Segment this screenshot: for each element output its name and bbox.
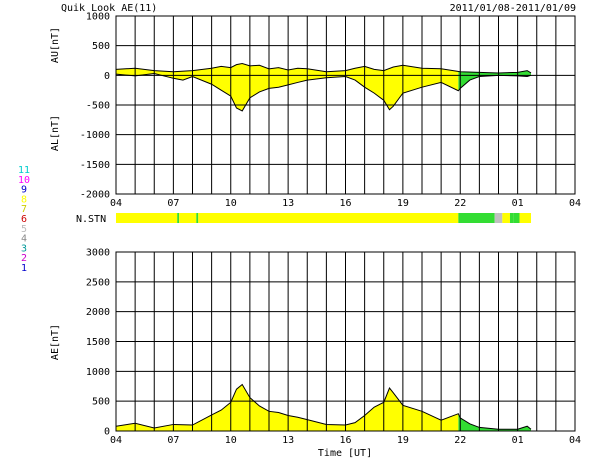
legend-entry-7: 7 <box>21 204 27 215</box>
au-al-x-tick-label: 01 <box>512 198 524 209</box>
date-range: 2011/01/08-2011/01/09 <box>450 3 576 14</box>
ae-y-tick-label: 3000 <box>86 248 110 259</box>
au-al-y-tick-label: 0 <box>104 71 110 82</box>
au-al-frame <box>115 15 576 195</box>
au-al-panel: AU[nT] AL[nT] 1000 500 0 -500 -1000 -1500 -200… <box>50 12 581 210</box>
ae-axis-label: AE[nT] <box>50 324 61 360</box>
au-al-x-ticks: 04 07 10 13 16 19 22 01 04 <box>110 198 581 209</box>
ae-y-tick-label: 1500 <box>86 337 110 348</box>
ae-x-tick-label: 04 <box>569 435 581 446</box>
ae-x-ticks: 04 07 10 13 16 19 22 01 04 <box>110 435 581 446</box>
legend-entry-3: 3 <box>21 243 27 254</box>
legend-entry-8: 8 <box>21 194 27 205</box>
station-strip-segment <box>519 213 532 223</box>
ae-y-tick-label: 0 <box>104 427 110 438</box>
au-al-x-tick-label: 16 <box>339 198 351 209</box>
ae-panel: AE[nT] 3000 2500 2000 1500 1000 500 0 04 07 10 13… <box>50 248 581 460</box>
legend-entry-9: 9 <box>21 185 27 196</box>
ae-y-tick-label: 500 <box>92 397 110 408</box>
ae-x-tick-label: 04 <box>110 435 122 446</box>
station-strip-segment <box>179 213 197 223</box>
station-strip-segment <box>458 213 495 223</box>
ae-area <box>115 383 532 431</box>
au-al-y-tick-label: -1500 <box>80 160 110 171</box>
legend-entry-1: 1 <box>21 263 27 274</box>
station-strip-segment <box>198 213 459 223</box>
legend-entry-2: 2 <box>21 253 27 264</box>
legend-entry-11: 11 <box>18 165 30 176</box>
station-strip-segment <box>494 213 503 223</box>
ae-x-tick-label: 19 <box>397 435 409 446</box>
ae-grid <box>115 251 576 432</box>
station-strip-segment <box>509 213 514 223</box>
au-al-y-tick-label: -500 <box>86 101 110 112</box>
au-al-x-tick-label: 04 <box>569 198 581 209</box>
au-al-x-tick-label: 13 <box>282 198 294 209</box>
ae-x-tick-label: 22 <box>454 435 466 446</box>
ae-y-ticks: 3000 2500 2000 1500 1000 500 0 <box>86 248 110 438</box>
au-al-y-tick-label: -1000 <box>80 130 110 141</box>
legend-entry-6: 6 <box>21 214 27 225</box>
au-al-grid <box>115 15 576 195</box>
au-al-x-tick-label: 10 <box>225 198 237 209</box>
ae-frame <box>115 251 576 432</box>
station-strip-segment <box>502 213 510 223</box>
station-strip-segment <box>177 213 180 223</box>
ae-series-line <box>115 383 532 430</box>
ae-x-tick-label: 01 <box>512 435 524 446</box>
station-strip-segment <box>513 213 520 223</box>
ae-x-tick-label: 10 <box>225 435 237 446</box>
ae-x-tick-label: 16 <box>339 435 351 446</box>
ae-y-tick-label: 1000 <box>86 367 110 378</box>
x-axis-label: Time [UT] <box>318 448 372 459</box>
au-al-y-tick-label: 500 <box>92 41 110 52</box>
legend-entry-5: 5 <box>21 224 27 235</box>
au-al-y-ticks: 1000 500 0 -500 -1000 -1500 -2000 <box>80 12 110 201</box>
au-axis-label: AU[nT] <box>50 27 61 63</box>
ae-x-tick-label: 07 <box>167 435 179 446</box>
station-strip-label: N.STN <box>76 214 106 225</box>
au-al-x-tick-label: 19 <box>397 198 409 209</box>
plot-title: Quik Look AE(11) <box>61 3 157 14</box>
au-al-y-tick-label: -2000 <box>80 190 110 201</box>
legend-entry-10: 10 <box>18 175 30 186</box>
au-al-x-tick-label: 04 <box>110 198 122 209</box>
station-strip-segment <box>196 213 199 223</box>
au-al-x-tick-label: 07 <box>167 198 179 209</box>
station-strip-panel: N.STN <box>76 213 532 225</box>
au-al-x-tick-label: 22 <box>454 198 466 209</box>
ae-y-tick-label: 2500 <box>86 277 110 288</box>
ae-x-tick-label: 13 <box>282 435 294 446</box>
al-axis-label: AL[nT] <box>50 115 61 151</box>
ae-fill-yellow <box>116 384 459 431</box>
station-strip-segment <box>116 213 178 223</box>
au-al-y-tick-label: 1000 <box>86 12 110 23</box>
ae-y-tick-label: 2000 <box>86 307 110 318</box>
legend-entry-4: 4 <box>21 234 27 245</box>
station-strip <box>116 213 532 223</box>
